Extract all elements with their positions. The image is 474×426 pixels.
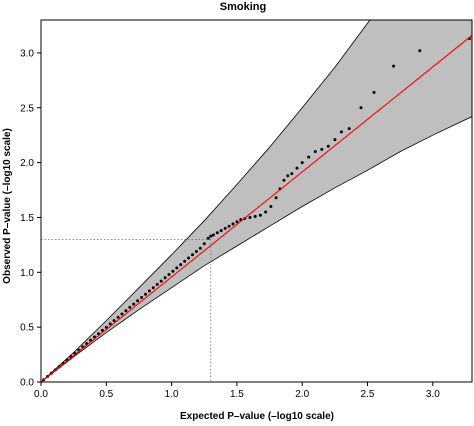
y-tick-label: 1.5 [20, 213, 34, 224]
data-point [264, 210, 268, 214]
x-tick-label: 2.0 [295, 389, 309, 400]
x-tick-label: 3.0 [426, 389, 440, 400]
x-tick-label: 0.0 [34, 389, 48, 400]
data-point [339, 130, 343, 134]
data-point [187, 256, 191, 260]
fit-line [41, 34, 472, 382]
data-point [206, 236, 210, 240]
confidence-band [42, 20, 472, 382]
y-tick-label: 0.5 [20, 323, 34, 334]
data-point [209, 234, 213, 238]
data-point [300, 161, 304, 165]
data-point [155, 282, 159, 286]
data-point [108, 322, 112, 326]
data-point [128, 305, 132, 309]
data-point [372, 90, 376, 94]
data-point [392, 64, 396, 68]
data-point [175, 266, 179, 270]
data-point [231, 222, 235, 226]
data-point [347, 127, 351, 131]
data-point [258, 213, 262, 217]
data-point [219, 229, 223, 233]
y-tick-label: 0.0 [20, 378, 34, 389]
data-point [167, 273, 171, 276]
data-point [120, 312, 124, 316]
data-point [183, 259, 187, 263]
data-point [215, 231, 219, 235]
data-point [194, 250, 198, 253]
data-point [163, 276, 167, 280]
plot-content [41, 20, 472, 382]
data-point [159, 279, 163, 283]
data-point [282, 178, 286, 182]
x-tick-label: 0.5 [99, 389, 113, 400]
x-tick-label: 2.5 [361, 389, 375, 400]
data-point [295, 166, 299, 170]
data-point [326, 144, 330, 148]
data-point [132, 302, 136, 306]
data-point [104, 325, 108, 329]
y-axis-label: Observed P–value (–log10 scale) [2, 128, 13, 284]
data-point [191, 253, 194, 257]
x-tick-label: 1.5 [230, 389, 244, 400]
data-point [171, 269, 175, 273]
plot-area [41, 20, 472, 382]
y-tick-label: 3.0 [20, 48, 34, 59]
data-point [112, 319, 116, 323]
data-point [307, 155, 311, 159]
data-point [248, 216, 252, 219]
data-point [211, 233, 215, 237]
chart-title: Smoking [220, 1, 266, 13]
plot-frame [40, 19, 473, 383]
data-point [202, 242, 206, 246]
data-point [100, 328, 104, 332]
data-point [418, 49, 422, 53]
data-point [333, 138, 337, 142]
y-tick-label: 1.0 [20, 268, 34, 279]
y-tick-label: 2.0 [20, 158, 34, 169]
data-point [124, 309, 128, 313]
axes: 0.0 0.5 1.0 1.5 2.0 2.5 3.0 0.0 0.5 1.0 1.5 2.0 2.5 3… [20, 19, 473, 400]
data-point [290, 172, 294, 176]
data-point [144, 292, 147, 296]
data-point [198, 246, 202, 250]
data-point [179, 263, 183, 267]
data-point [253, 214, 257, 218]
data-point [313, 150, 317, 154]
data-point [286, 174, 290, 178]
data-point [269, 205, 273, 208]
y-tick-label: 2.5 [20, 103, 34, 114]
data-point [116, 315, 120, 319]
data-point [359, 106, 363, 110]
data-point [147, 289, 151, 293]
data-point [136, 299, 140, 303]
data-point [140, 296, 144, 299]
data-point [151, 286, 155, 290]
data-point [227, 224, 231, 228]
data-point [320, 147, 324, 151]
x-axis-label: Expected P–value (–log10 scale) [180, 411, 334, 422]
data-point [223, 226, 227, 230]
x-tick-label: 1.0 [165, 389, 179, 400]
data-point [235, 220, 239, 224]
data-point [274, 196, 278, 200]
